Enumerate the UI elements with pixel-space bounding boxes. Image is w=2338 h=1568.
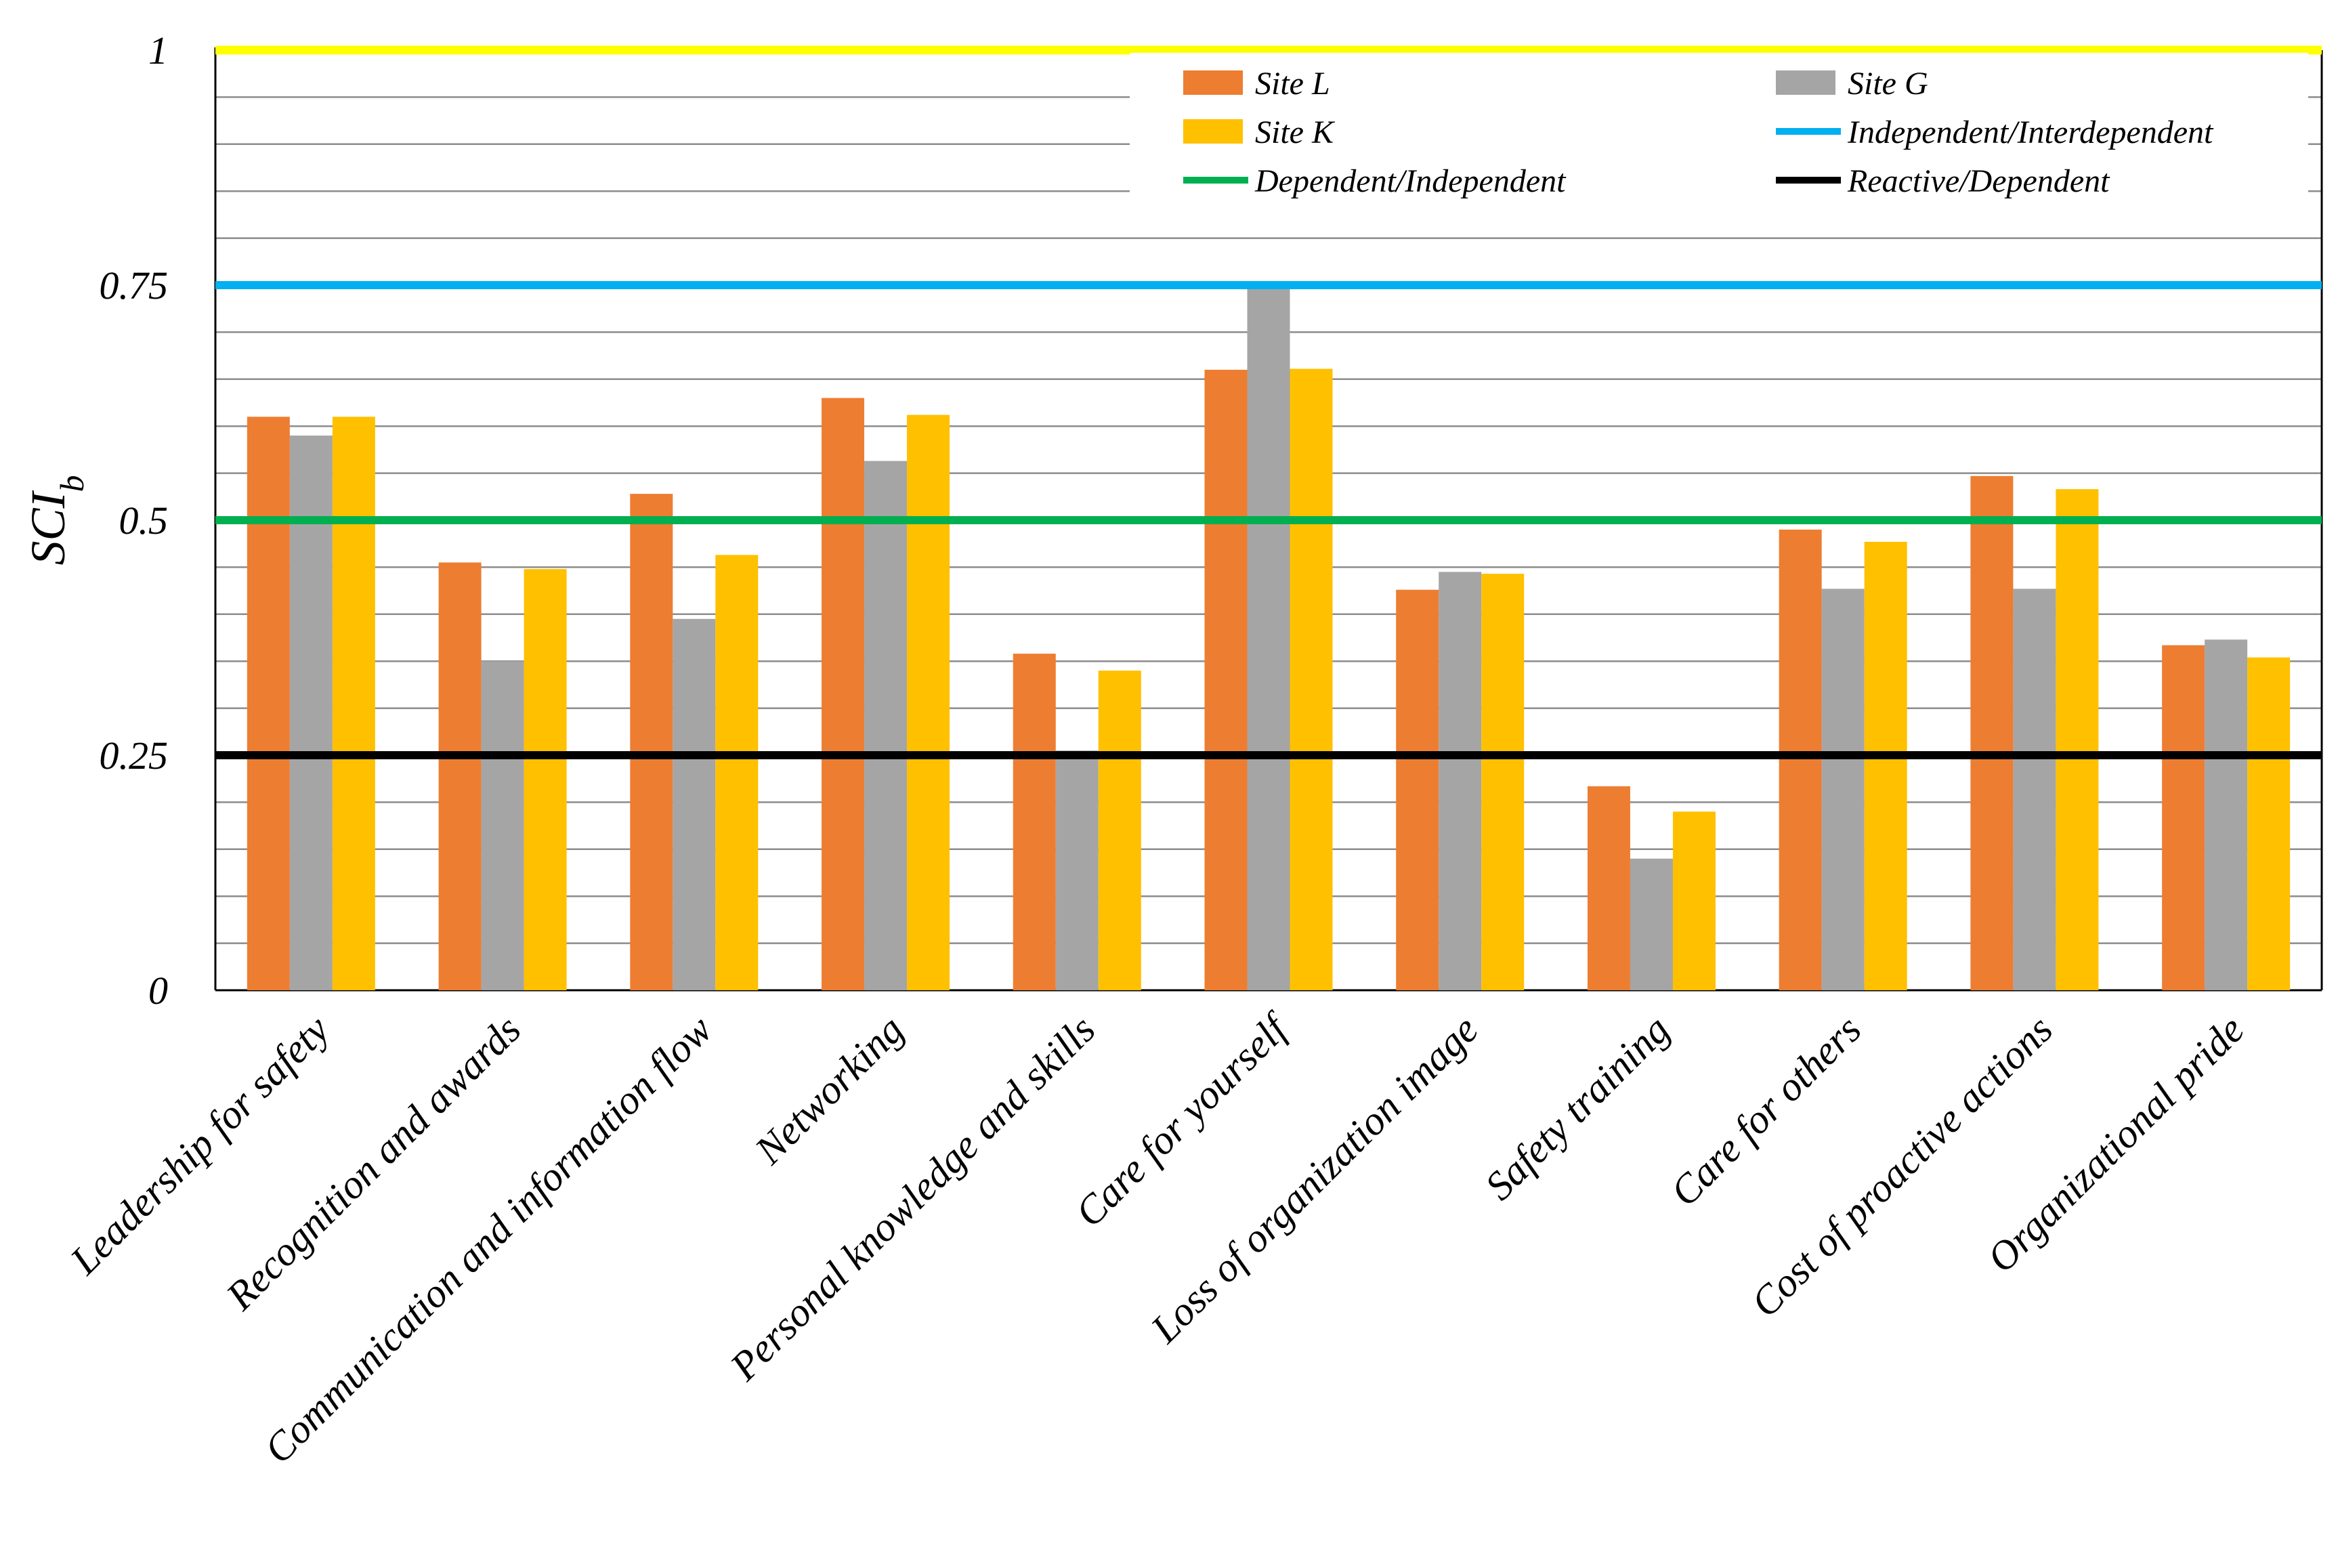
bar-site-l — [1204, 369, 1248, 990]
legend-background — [1130, 53, 2308, 215]
category-label: Safety training — [1476, 1007, 1678, 1209]
y-tick-label: 0.75 — [100, 263, 169, 308]
legend-swatch — [1183, 119, 1243, 144]
bar-site-g — [289, 436, 333, 990]
bar-site-l — [438, 562, 482, 990]
legend-label: Dependent/Independent — [1254, 163, 1567, 199]
bar-site-l — [1396, 589, 1439, 990]
bar-site-k — [1481, 574, 1525, 990]
bar-site-g — [2205, 639, 2248, 990]
legend-label: Independent/Interdependent — [1847, 114, 2214, 150]
bar-site-g — [1821, 589, 1865, 990]
bar-site-l — [1013, 654, 1056, 990]
bar-site-k — [1290, 368, 1333, 990]
bar-site-l — [2162, 645, 2205, 990]
bar-site-g — [673, 618, 716, 990]
legend-swatch — [1183, 70, 1243, 95]
bar-site-k — [907, 415, 950, 990]
legend-swatch — [1776, 70, 1835, 95]
bar-site-k — [332, 417, 375, 990]
y-tick-label: 0.5 — [119, 499, 169, 543]
bar-site-k — [524, 569, 567, 990]
category-label: Loss of organization image — [1142, 1007, 1487, 1352]
bar-site-l — [1970, 475, 2014, 990]
bar-site-k — [715, 555, 759, 990]
y-tick-label: 0 — [148, 969, 168, 1013]
bar-site-g — [1630, 858, 1673, 990]
bar-site-k — [1672, 811, 1716, 990]
bar-site-k — [2247, 657, 2291, 990]
legend-label: Reactive/Dependent — [1847, 163, 2110, 199]
y-axis-label: SCIb — [21, 475, 91, 566]
bar-site-k — [1864, 541, 1907, 990]
bar-site-g — [1055, 750, 1099, 990]
y-tick-label: 1 — [148, 28, 168, 72]
bar-site-k — [1098, 671, 1141, 990]
category-label: Care for others — [1662, 1007, 1870, 1215]
bar-site-l — [630, 494, 673, 990]
legend-label: Site K — [1255, 114, 1336, 150]
category-label: Networking — [746, 1007, 912, 1173]
bar-site-k — [2056, 489, 2099, 990]
bar-site-l — [1779, 529, 1822, 990]
bar-site-g — [1439, 572, 1482, 990]
y-axis-label-subscript: b — [53, 475, 91, 492]
y-tick-label: 0.25 — [100, 734, 169, 778]
bar-site-l — [822, 398, 865, 990]
legend-label: Site G — [1848, 66, 1928, 102]
bar-site-l — [1587, 786, 1630, 990]
bar-site-g — [481, 661, 524, 990]
category-label: Personal knowledge and skills — [721, 1007, 1104, 1390]
bar-site-g — [864, 461, 908, 990]
legend-label: Site L — [1255, 66, 1330, 102]
bar-site-g — [2013, 589, 2056, 990]
bar-site-l — [247, 417, 290, 990]
bar-site-g — [1247, 285, 1290, 990]
